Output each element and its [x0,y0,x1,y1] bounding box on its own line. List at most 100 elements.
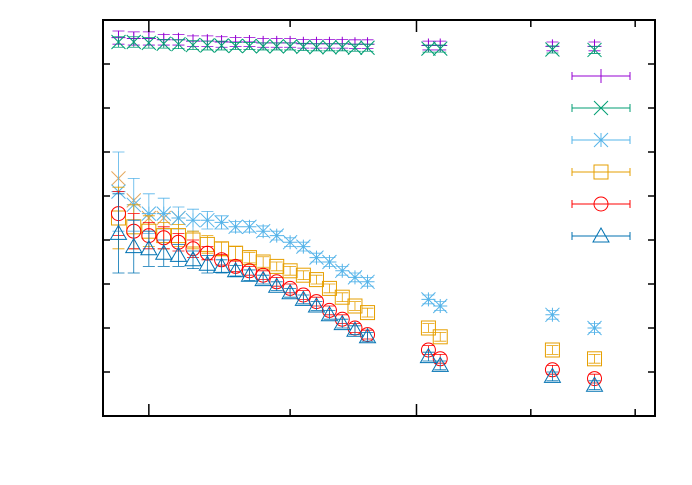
error-bar [257,256,270,268]
data-point [587,320,602,336]
error-bar [127,219,140,274]
data-point [185,212,201,228]
legend-line [571,168,631,176]
data-point [242,219,257,235]
error-bar [361,307,374,318]
data-point [111,34,126,50]
error-bar [348,325,361,335]
data-point [171,210,186,226]
data-point [156,36,172,52]
data-point [156,206,172,221]
error-bar [546,371,559,382]
data-point [269,228,285,243]
legend-marker [593,100,609,116]
error-bar [284,288,297,298]
data-point [587,351,603,367]
legend-entry-3 [571,132,631,148]
data-point [346,321,364,337]
data-point [432,329,448,345]
error-bar [270,261,283,272]
data-point [171,36,186,52]
legend-entry-5 [571,196,631,212]
data-point [282,234,298,250]
error-bar [348,301,361,311]
data-point [212,257,231,273]
data-point [267,277,286,293]
data-point [269,258,285,274]
error-bar [546,345,559,355]
data-point [254,270,273,287]
legend-marker [594,69,608,83]
error-bar [243,269,256,281]
legend-entry-2 [571,100,631,116]
data-point [269,39,285,54]
data-point [543,367,562,383]
legend-marker [592,226,610,243]
data-point [587,42,602,58]
data-point [360,305,376,321]
data-point [334,39,350,55]
data-point [544,342,560,358]
data-point [282,39,298,54]
error-bar [434,360,447,371]
data-point [360,40,375,56]
error-bar [297,270,310,280]
series-7 [109,193,604,392]
data-point [432,298,448,314]
data-point [545,307,560,323]
data-point [309,39,324,55]
error-bar [257,274,270,285]
y-ticks [103,63,655,373]
error-bar [297,294,310,305]
chart-axes [102,19,656,417]
plot-frame [102,19,656,417]
legend-entry-4 [571,164,631,180]
legend-marker [593,132,609,148]
error-bar [588,354,601,364]
chart-marks [109,30,604,392]
error-bar [422,351,435,362]
data-point [419,347,438,364]
data-point [141,206,157,221]
data-point [320,305,339,322]
data-point [169,246,188,262]
error-bar [310,301,323,311]
data-point [240,266,259,282]
data-point [109,224,128,240]
data-point [545,42,560,57]
legend-marker [593,196,609,212]
data-point [198,255,217,271]
error-bar [229,265,242,277]
data-point [322,39,337,55]
data-point [141,35,157,51]
data-point [200,38,215,53]
data-point [295,267,311,283]
data-point [307,296,326,313]
data-point [185,37,201,53]
error-bar [310,274,323,285]
data-point [321,280,337,296]
chart-legend [571,69,631,243]
data-point [333,314,352,331]
data-point [421,292,436,307]
series-6 [110,191,603,387]
data-point [200,212,215,228]
error-bar [361,332,374,342]
error-bar [215,259,228,274]
data-point [347,270,363,285]
data-point [255,223,271,239]
data-point [432,41,448,56]
data-point [282,263,298,279]
data-point [124,237,143,254]
data-point [347,40,363,56]
data-point [358,327,377,344]
series-1 [111,30,602,54]
data-point [214,215,229,230]
x-ticks [148,20,636,416]
data-point [154,244,173,260]
error-bar [336,292,349,302]
error-bar [284,266,297,276]
legend-line [571,232,631,240]
error-bar [112,193,125,274]
data-point [126,34,142,50]
